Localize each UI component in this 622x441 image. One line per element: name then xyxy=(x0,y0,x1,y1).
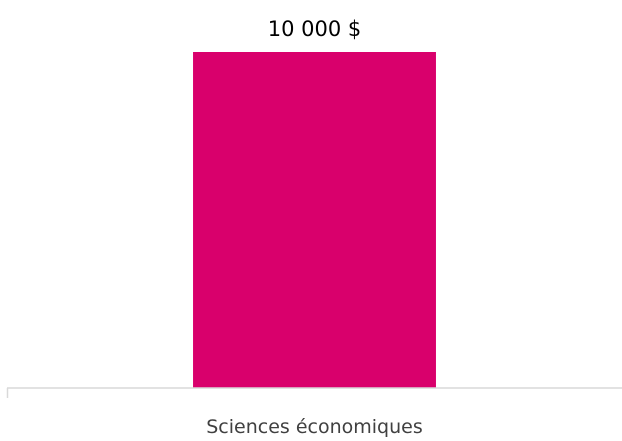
data-labels-group: 10 000 $ xyxy=(268,17,362,41)
x-tick-labels-group: Sciences économiques xyxy=(206,416,423,438)
bar-0 xyxy=(193,52,436,388)
bars-group xyxy=(193,52,436,388)
x-tick-label-0: Sciences économiques xyxy=(206,416,423,438)
data-label-0: 10 000 $ xyxy=(268,17,362,41)
